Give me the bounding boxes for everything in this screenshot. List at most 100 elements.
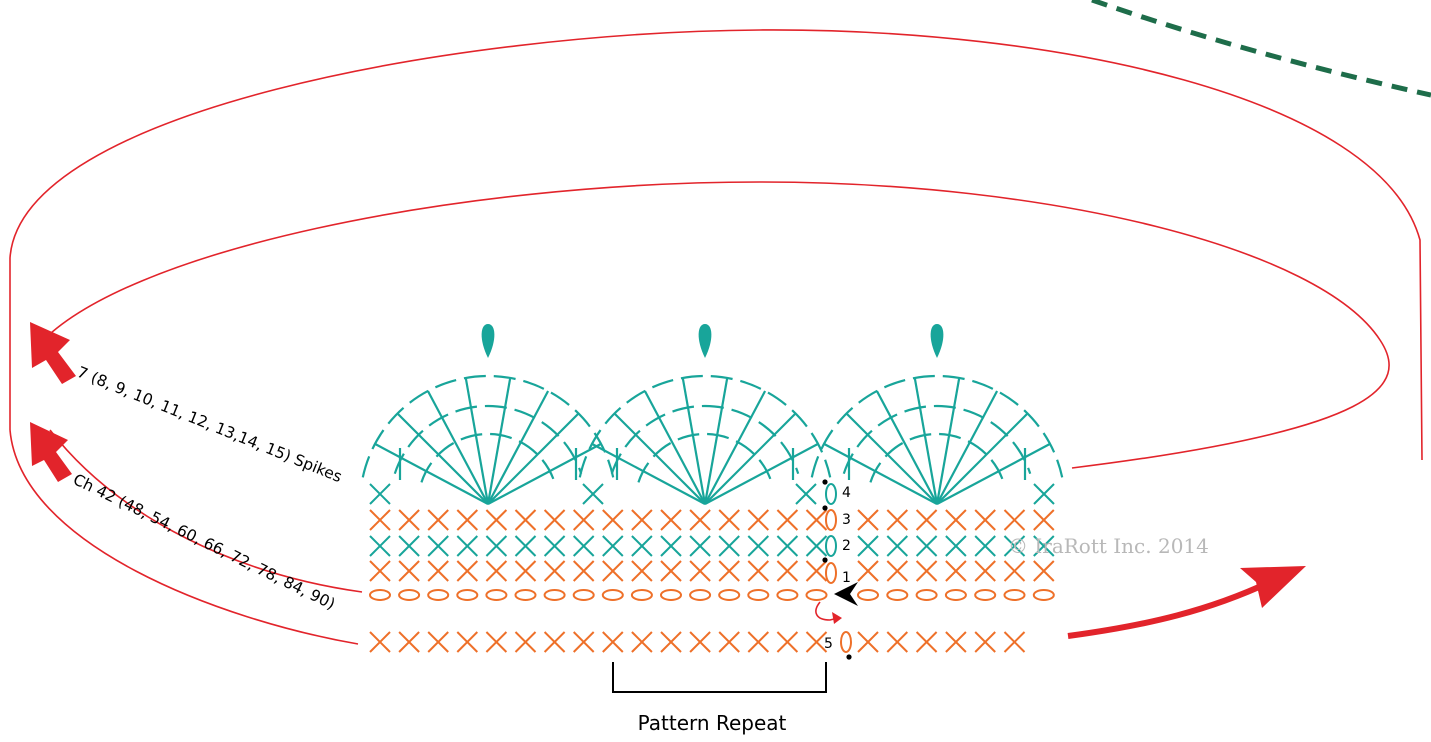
x-stitch-icon-row1 bbox=[514, 560, 537, 582]
x-stitch-icon-row3 bbox=[427, 509, 449, 531]
x-stitch-icon-row4 bbox=[582, 483, 604, 505]
oval-chain-icon bbox=[776, 589, 799, 601]
row-number-2: 2 bbox=[842, 538, 851, 554]
x-stitch-icon-row5 bbox=[776, 631, 799, 653]
arrow-icon-top-left bbox=[30, 322, 76, 384]
x-stitch-icon-row5 bbox=[602, 631, 624, 653]
x-stitch-icon-row3 bbox=[369, 509, 391, 531]
x-stitch-icon-row1 bbox=[543, 560, 566, 582]
x-stitch-icon-row1 bbox=[886, 560, 909, 582]
oval-chain-icon bbox=[369, 589, 391, 601]
x-stitch-icon-row3 bbox=[974, 509, 996, 531]
oval-chain-icon bbox=[514, 589, 537, 601]
x-stitch-icon-row5 bbox=[456, 631, 479, 653]
oval-chain-icon bbox=[630, 589, 653, 601]
x-stitch-icon-row5 bbox=[915, 631, 938, 653]
arrow-icon-bottom-right bbox=[1067, 579, 1272, 639]
x-stitch-icon-row1 bbox=[398, 560, 420, 582]
oval-chain-icon bbox=[572, 589, 595, 601]
direction-arrows bbox=[30, 322, 1306, 639]
x-stitch-icon-row2 bbox=[718, 535, 740, 557]
teardrop-spike-icon bbox=[930, 324, 944, 358]
dashed-decoration bbox=[1091, 0, 1431, 98]
turning-chain-icon-2 bbox=[825, 535, 837, 557]
x-stitch-icon-row1 bbox=[631, 560, 653, 582]
oval-chain-icon bbox=[427, 589, 450, 601]
x-stitch-icon-row2 bbox=[485, 535, 508, 557]
x-stitch-icon-row2 bbox=[514, 535, 537, 557]
turning-chain-icon-3 bbox=[825, 509, 837, 531]
x-stitch-icon-row3 bbox=[718, 509, 740, 531]
x-stitch-icon-row2 bbox=[747, 535, 770, 557]
x-stitch-icon-row1 bbox=[857, 560, 879, 582]
x-stitch-icon-row3 bbox=[456, 509, 479, 531]
x-stitch-icon-row3 bbox=[485, 509, 508, 531]
teardrop-spike-icon bbox=[698, 324, 712, 358]
x-stitch-icon-row2 bbox=[1033, 535, 1055, 557]
oval-chain-icon bbox=[689, 589, 712, 601]
x-stitch-icon-row5 bbox=[543, 631, 566, 653]
x-stitch-icon-row5 bbox=[631, 631, 653, 653]
pattern-repeat-label: Pattern Repeat bbox=[638, 711, 787, 735]
x-stitch-icon-row2 bbox=[945, 535, 967, 557]
x-stitch-icon-row1 bbox=[660, 560, 682, 582]
fan-shell-icon-3 bbox=[810, 324, 1064, 505]
x-stitch-icon-row2 bbox=[857, 535, 879, 557]
oval-chain-icon bbox=[886, 589, 909, 601]
x-stitch-icon-row5 bbox=[945, 631, 967, 653]
oval-chain-icon bbox=[1003, 589, 1026, 601]
x-stitch-icon-row1 bbox=[485, 560, 508, 582]
headband-ring bbox=[9, 29, 1423, 645]
x-stitch-icon-row4 bbox=[1033, 483, 1055, 505]
x-stitch-icon-row1 bbox=[805, 560, 828, 582]
x-stitch-icon-row3 bbox=[1003, 509, 1026, 531]
x-stitch-icon-row5 bbox=[718, 631, 740, 653]
oval-chain-icon bbox=[805, 589, 828, 601]
x-stitch-icon-row1 bbox=[602, 560, 624, 582]
copyright-watermark: © IraRott Inc. 2014 bbox=[1008, 534, 1209, 558]
x-stitch-icon-row5 bbox=[974, 631, 996, 653]
x-stitch-icon-row1 bbox=[572, 560, 595, 582]
x-stitch-icon-row3 bbox=[857, 509, 879, 531]
x-stitch-icon-row5 bbox=[572, 631, 595, 653]
x-stitch-icon-row3 bbox=[602, 509, 624, 531]
x-stitch-icon-row2 bbox=[805, 535, 828, 557]
x-stitch-icon-row1 bbox=[915, 560, 938, 582]
turning-chain-icon-4 bbox=[825, 483, 837, 505]
turn-arrow-icon bbox=[815, 601, 842, 624]
oval-chain-icon bbox=[398, 589, 421, 601]
x-stitch-icon-row3 bbox=[945, 509, 967, 531]
x-stitch-icon-row5 bbox=[369, 631, 391, 653]
pattern-repeat-bracket bbox=[612, 662, 827, 693]
x-stitch-icon-row1 bbox=[974, 560, 996, 582]
row-number-5: 5 bbox=[824, 636, 833, 652]
x-stitch-icon-row1 bbox=[689, 560, 711, 582]
stitch-dot-icon bbox=[846, 654, 852, 660]
x-stitch-icon-row1 bbox=[369, 560, 391, 582]
x-stitch-icon-row1 bbox=[776, 560, 799, 582]
oval-chain-icon bbox=[543, 589, 566, 601]
x-stitch-icon-row1 bbox=[456, 560, 479, 582]
x-stitch-icon-row5 bbox=[857, 631, 879, 653]
oval-chain-icon bbox=[857, 589, 879, 601]
x-stitch-icon-row2 bbox=[572, 535, 595, 557]
x-stitch-icon-row2 bbox=[427, 535, 449, 557]
x-stitch-icon-row2 bbox=[631, 535, 653, 557]
oval-chain-icon bbox=[601, 589, 624, 601]
x-stitch-icon-row1 bbox=[718, 560, 740, 582]
x-stitch-icon-row5 bbox=[747, 631, 770, 653]
x-stitch-icon-row2 bbox=[689, 535, 711, 557]
x-stitch-icon-row2 bbox=[886, 535, 909, 557]
x-stitch-icon-row2 bbox=[660, 535, 682, 557]
x-stitch-icon-row3 bbox=[747, 509, 770, 531]
x-stitch-icon-row3 bbox=[660, 509, 682, 531]
x-stitch-icon-row2 bbox=[398, 535, 420, 557]
x-stitch-icon-row1 bbox=[945, 560, 967, 582]
x-stitch-icon-row5 bbox=[689, 631, 711, 653]
x-stitch-icon-row5 bbox=[886, 631, 909, 653]
x-stitch-icon-row4 bbox=[795, 483, 817, 505]
x-stitch-icon-row3 bbox=[886, 509, 909, 531]
arrow-icon-left bbox=[30, 422, 72, 482]
x-stitch-icon-row3 bbox=[1033, 509, 1055, 531]
row-numbers: 1 2 3 4 5 bbox=[824, 485, 851, 652]
